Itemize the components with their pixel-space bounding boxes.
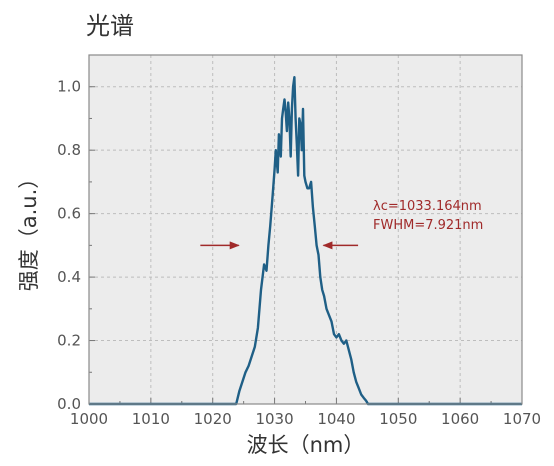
x-tick-label: 1030 bbox=[255, 410, 293, 428]
x-tick-label: 1070 bbox=[503, 410, 541, 428]
y-tick-label: 0.6 bbox=[57, 205, 81, 223]
y-tick-label: 0.4 bbox=[57, 268, 81, 286]
annotation-text: FWHM=7.921nm bbox=[373, 218, 483, 233]
spectrum-line bbox=[89, 76, 522, 406]
x-tick-label: 1000 bbox=[70, 410, 108, 428]
annotations: λc=1033.164nm FWHM=7.921nm bbox=[373, 199, 483, 233]
x-axis-label: 波长（nm） bbox=[247, 433, 365, 457]
y-tick-label: 0.2 bbox=[57, 332, 81, 350]
y-tick-label: 0.8 bbox=[57, 141, 81, 159]
tick-labels: 1000 1010 1020 1030 1040 1050 1060 1070 0.0 0.2 0.… bbox=[57, 78, 541, 428]
plot-area bbox=[89, 55, 522, 404]
chart-title: 光谱 bbox=[86, 12, 134, 40]
plot-frame bbox=[88, 54, 523, 405]
x-tick-label: 1040 bbox=[317, 410, 355, 428]
x-tick-label: 1010 bbox=[132, 410, 170, 428]
y-tick-label: 1.0 bbox=[57, 78, 81, 96]
grid-lines bbox=[89, 55, 522, 404]
y-tick-label: 0.0 bbox=[57, 395, 81, 413]
x-tick-label: 1060 bbox=[441, 410, 479, 428]
x-tick-label: 1020 bbox=[194, 410, 232, 428]
annotation-text: λc=1033.164nm bbox=[373, 199, 482, 214]
x-tick-label: 1050 bbox=[379, 410, 417, 428]
y-axis-label: 强度（a.u.） bbox=[17, 168, 41, 292]
